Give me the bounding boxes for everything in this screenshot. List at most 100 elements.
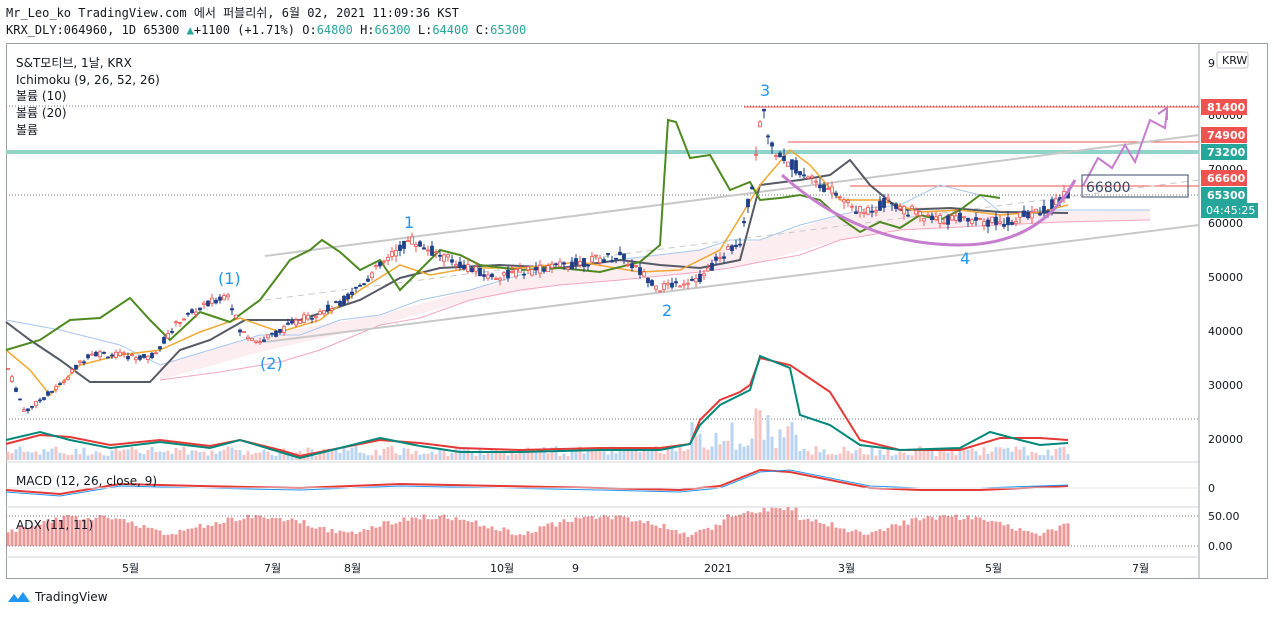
- adx-bar: [578, 518, 582, 546]
- candle-body: [670, 282, 674, 288]
- volume-bar: [238, 450, 242, 460]
- channel-lower-line: [264, 224, 1200, 343]
- adx-bar: [662, 523, 666, 546]
- candle-body: [270, 332, 274, 335]
- volume-bar: [710, 446, 714, 460]
- volume-bar: [858, 448, 862, 460]
- up-arrow-icon: ▲: [186, 23, 194, 37]
- candle-body: [854, 211, 858, 214]
- candle-body: [442, 254, 446, 262]
- adx-bar: [274, 518, 278, 546]
- adx-bar: [666, 529, 670, 546]
- candle-body: [614, 257, 618, 260]
- adx-bar: [650, 524, 654, 546]
- candle-body: [258, 341, 262, 344]
- volume-bar: [270, 454, 274, 460]
- adx-bar: [450, 520, 454, 546]
- candle-body: [814, 180, 818, 183]
- candle-body: [542, 268, 546, 272]
- adx-bar: [670, 529, 674, 546]
- volume-bar: [430, 451, 434, 460]
- adx-bar: [422, 514, 426, 546]
- candle-body: [102, 351, 106, 354]
- time-tick-6: 3월: [838, 562, 855, 575]
- volume-bar: [638, 451, 642, 460]
- candle-body: [878, 200, 882, 211]
- adx-bar: [114, 518, 118, 546]
- target-box[interactable]: [1081, 174, 1189, 198]
- candle-body: [646, 277, 650, 284]
- adx-bar: [986, 521, 990, 546]
- candle-body: [378, 261, 382, 267]
- candle-body: [1026, 211, 1030, 219]
- volume-bar: [378, 455, 382, 460]
- chart-frame[interactable]: [6, 43, 1268, 579]
- candle-body: [302, 314, 306, 323]
- candle-body: [594, 254, 598, 257]
- volume-bar: [742, 446, 746, 460]
- volume-bar: [538, 452, 542, 460]
- candle-body: [1050, 199, 1054, 210]
- volume-bar: [914, 450, 918, 460]
- candlestick-series: [6, 108, 1070, 414]
- candle-body: [486, 274, 490, 279]
- wave-label-4: 4: [960, 249, 970, 268]
- tradingview-logo[interactable]: TradingView: [8, 590, 108, 604]
- volume-bar: [910, 455, 914, 460]
- volume-bar: [906, 455, 910, 460]
- price-tag-65300: [1201, 187, 1247, 203]
- adx-bar: [514, 535, 518, 546]
- adx-bar: [822, 523, 826, 546]
- volume-bar: [458, 448, 462, 460]
- candle-body: [842, 199, 846, 203]
- adx-bar: [290, 518, 294, 546]
- adx-bar: [278, 517, 282, 546]
- volume-bar: [714, 432, 718, 460]
- close-label: C:: [475, 23, 491, 37]
- candle-body: [286, 322, 290, 325]
- candle-body: [526, 266, 530, 271]
- price-tick-60000: 60000: [1208, 217, 1243, 230]
- adx-bar: [58, 519, 62, 546]
- volume-bar: [262, 449, 266, 460]
- adx-bar: [702, 529, 706, 546]
- projection-path: [1082, 109, 1168, 187]
- volume-bar: [502, 451, 506, 460]
- candle-body: [718, 257, 722, 259]
- candle-body: [98, 351, 102, 358]
- candle-body: [890, 202, 894, 205]
- adx-bar: [790, 510, 794, 546]
- volume-bar: [762, 439, 766, 460]
- candle-body: [774, 155, 778, 157]
- volume-bar: [1050, 455, 1054, 460]
- adx-bar: [334, 533, 338, 546]
- candle-body: [1002, 223, 1006, 227]
- candle-body: [162, 337, 166, 344]
- volume-bar: [362, 453, 366, 460]
- close-value: 65300: [490, 23, 527, 37]
- candle-body: [110, 354, 114, 357]
- candle-body: [218, 296, 222, 301]
- macd-tick-zero: 0: [1208, 482, 1215, 495]
- candle-body: [238, 329, 242, 333]
- adx-bar: [862, 534, 866, 546]
- candle-body: [398, 244, 402, 251]
- candle-body: [234, 314, 238, 319]
- volume-bar: [950, 448, 954, 460]
- adx-bar: [718, 525, 722, 546]
- volume-bar: [986, 453, 990, 460]
- adx-bar: [942, 515, 946, 546]
- volume-bar: [350, 447, 354, 460]
- adx-bar: [530, 532, 534, 546]
- volume-bar: [654, 446, 658, 460]
- symbol-text: KRX_DLY:064960, 1D 65300: [6, 23, 180, 37]
- currency-button[interactable]: KRW: [1216, 51, 1249, 69]
- volume-bar: [850, 453, 854, 460]
- volume-bar: [1002, 448, 1006, 460]
- adx-bar: [874, 530, 878, 546]
- adx-bar: [918, 520, 922, 546]
- candle-body: [530, 269, 534, 276]
- volume-bar: [1030, 451, 1034, 460]
- volume-bar: [1022, 446, 1026, 460]
